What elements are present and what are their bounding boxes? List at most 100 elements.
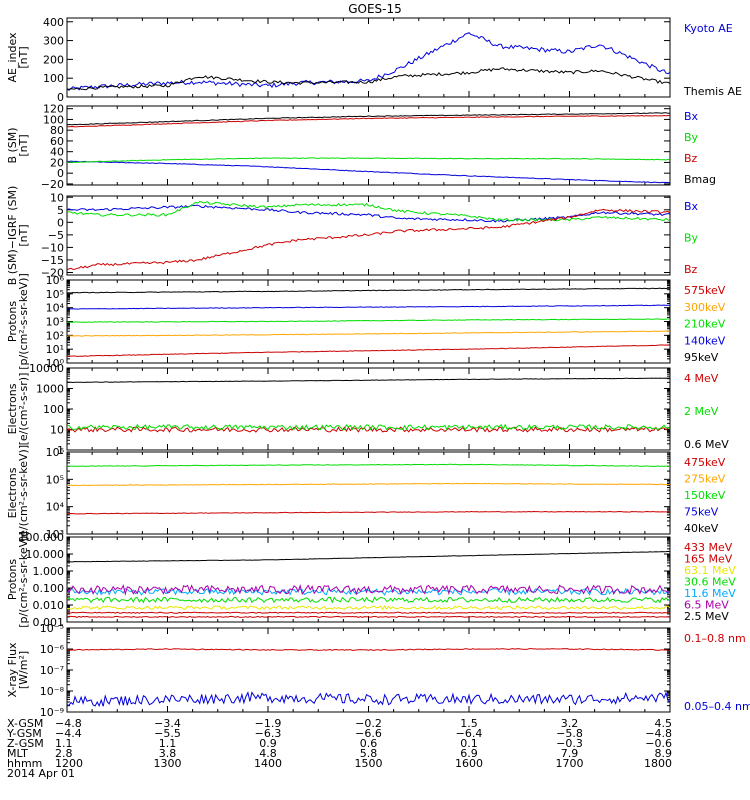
- y-tick-label: 0: [57, 91, 64, 104]
- legend-entry: By: [684, 131, 699, 144]
- ephemeris-value: 7.9: [561, 747, 579, 760]
- y-tick-label: 0: [57, 167, 64, 180]
- y-tick-label: 10³: [46, 528, 64, 541]
- y-tick-label: 10⁰: [46, 357, 65, 370]
- ephemeris-row-label: Z-GSM: [7, 737, 44, 750]
- ephemeris-value: −5.5: [154, 727, 181, 740]
- panel-7: 0.001 0.010 0.100 1.000 10.000 100.000Protons…: [6, 531, 736, 629]
- ephemeris-value: 1600: [455, 757, 483, 770]
- legend-entry: 6.5 MeV: [684, 599, 729, 612]
- ephemeris-value: 0.1: [460, 737, 478, 750]
- ephemeris-value: 2.8: [55, 747, 73, 760]
- y-tick-label: 120: [43, 103, 64, 116]
- y-tick-label: 400: [43, 16, 64, 29]
- legend-entry: Kyoto AE: [684, 22, 733, 35]
- y-tick-label: 10: [50, 191, 64, 204]
- ephemeris-value: −3.4: [154, 717, 181, 730]
- panel-1: 0 100 200 300 400 AE_index[nT] Kyoto AE Themis …: [6, 16, 742, 104]
- legend-entry: 210keV: [684, 318, 726, 331]
- legend-entry: 63.1 MeV: [684, 564, 736, 577]
- ephemeris-value: −4.4: [55, 727, 82, 740]
- ephemeris-value: 4.8: [259, 747, 277, 760]
- y-tick-label: −10: [41, 241, 64, 254]
- ephemeris-value: −0.6: [645, 737, 672, 750]
- series-line: [67, 611, 670, 614]
- legend-entry: 433 MeV: [684, 541, 733, 554]
- y-axis-label: Electrons[e/(cm²-s-sr)]: [6, 373, 30, 446]
- y-tick-label: 1000: [36, 383, 64, 396]
- y-axis-label: Protons[p/(cm²-s-sr-keV)]: [6, 531, 30, 628]
- y-tick-label: −20: [41, 178, 64, 191]
- series-line: [67, 157, 670, 164]
- series-line: [67, 583, 670, 596]
- legend-entry: 575keV: [684, 284, 726, 297]
- y-tick-label: 0.100: [33, 582, 65, 595]
- legend-entry: Bz: [684, 152, 698, 165]
- ephemeris-value: −4.8: [645, 727, 672, 740]
- series-line: [67, 482, 670, 487]
- ephemeris-row-label: MLT: [7, 747, 28, 760]
- legend-entry: Themis AE: [683, 85, 742, 98]
- y-tick-label: 0.010: [33, 599, 65, 612]
- y-tick-label: 100: [43, 113, 64, 126]
- series-line: [67, 423, 670, 431]
- series-line: [67, 648, 670, 651]
- y-tick-label: 10²: [46, 329, 64, 342]
- ephemeris-value: 1.5: [460, 717, 478, 730]
- y-tick-label: 20: [50, 156, 64, 169]
- series-line: [67, 605, 670, 611]
- y-axis-label: Electrons[e/(cm²-s-sr-keV)]: [6, 445, 30, 541]
- series-line: [67, 114, 670, 128]
- ephemeris-value: −5.8: [556, 727, 583, 740]
- y-tick-label: 10.000: [26, 548, 65, 561]
- legend-entry: 95keV: [684, 351, 719, 364]
- ephemeris-value: 3.2: [561, 717, 579, 730]
- ephemeris-value: 1.1: [159, 737, 177, 750]
- y-tick-label: 1.000: [33, 565, 65, 578]
- ephemeris-value: 1.1: [55, 737, 73, 750]
- legend-entry: 75keV: [684, 506, 719, 519]
- ephemeris-value: 0.9: [259, 737, 277, 750]
- series-line: [67, 330, 670, 337]
- ephemeris-value: 4.5: [655, 717, 673, 730]
- ephemeris-row-label: hhmm: [7, 757, 42, 770]
- y-tick-label: −15: [41, 254, 64, 267]
- legend-entry: 4 MeV: [684, 372, 719, 385]
- legend-entry: 2 MeV: [684, 405, 719, 418]
- series-line: [67, 287, 670, 294]
- series-line: [67, 112, 670, 126]
- y-tick-label: 10⁴: [46, 302, 65, 315]
- y-tick-label: −5: [48, 229, 64, 242]
- legend-entry: Bx: [684, 200, 699, 213]
- ephemeris-value: 1800: [644, 757, 672, 770]
- ephemeris-value: 1400: [254, 757, 282, 770]
- legend-entry: 140keV: [684, 334, 726, 347]
- y-tick-label: 10⁻⁵: [40, 622, 64, 635]
- y-axis-label: AE_index[nT]: [6, 32, 30, 83]
- ephemeris-value: −1.9: [255, 717, 282, 730]
- y-tick-label: 10⁻⁷: [40, 664, 64, 677]
- ephemeris-value: −6.6: [355, 727, 382, 740]
- ephemeris-value: 1500: [355, 757, 383, 770]
- y-tick-label: 60: [50, 135, 64, 148]
- y-tick-label: 10: [50, 424, 64, 437]
- legend-entry: Bmag: [684, 173, 716, 186]
- series-line: [67, 318, 670, 323]
- y-tick-label: 10⁵: [46, 288, 64, 301]
- ephemeris-value: 5.8: [360, 747, 378, 760]
- legend-entry: 2.5 MeV: [684, 610, 729, 623]
- y-tick-label: 10⁴: [46, 501, 65, 514]
- ephemeris-value: 3.8: [159, 747, 177, 760]
- series-line: [67, 208, 670, 271]
- panel-8: 10⁻⁹ 10⁻⁸ 10⁻⁷ 10⁻⁶ 10⁻⁵ X-ray Flux[W/m²] 0.1–…: [6, 622, 750, 719]
- ephemeris-row-label: Y-GSM: [6, 727, 42, 740]
- series-line: [67, 67, 670, 91]
- ephemeris-value: 0.6: [360, 737, 378, 750]
- y-tick-label: 10⁻⁶: [40, 643, 65, 656]
- legend-entry: 0.6 MeV: [684, 438, 729, 451]
- y-tick-label: 100: [43, 72, 64, 85]
- y-axis-label: B (SM)−IGRF (SM)[nT]: [6, 186, 30, 286]
